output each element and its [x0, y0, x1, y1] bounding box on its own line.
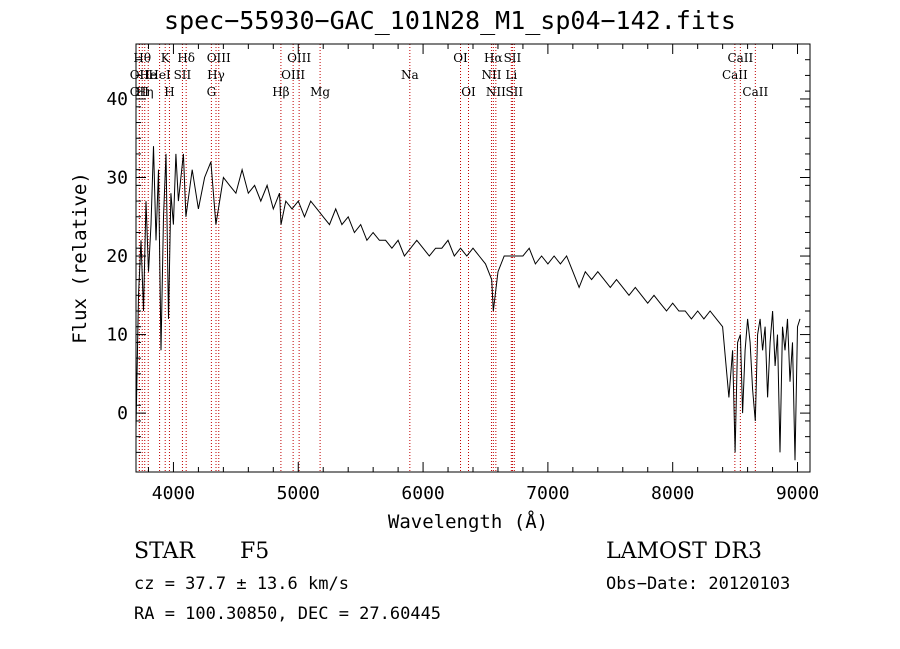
object-class: STAR [134, 539, 195, 564]
line-label: H [164, 85, 174, 99]
line-label: Hη [136, 85, 154, 99]
line-label: Mg [310, 85, 330, 99]
line-label: Li [505, 68, 517, 82]
line-label: G [207, 85, 217, 99]
spectral-line-markers [138, 44, 756, 472]
x-tick-label: 8000 [651, 483, 694, 504]
observation-date: Obs−Date: 20120103 [606, 574, 791, 594]
line-label: OII [130, 85, 150, 99]
y-tick-label: 20 [106, 246, 128, 267]
line-label: OI [453, 51, 468, 65]
coordinates: RA = 100.30850, DEC = 27.60445 [134, 604, 442, 624]
line-label: SII [174, 68, 192, 82]
line-label: OIII [281, 68, 305, 82]
line-label: Hδ [177, 51, 195, 65]
x-axis-label: Wavelength (Å) [388, 510, 548, 533]
line-label: CaII [742, 85, 768, 99]
y-axis-label: Flux (relative) [69, 172, 91, 344]
line-label: HeI [148, 68, 171, 82]
x-tick-label: 6000 [401, 483, 444, 504]
line-label: CaII [722, 68, 748, 82]
line-label: NII [486, 85, 506, 99]
line-label: He [139, 68, 157, 82]
flux-series-line [135, 146, 801, 461]
line-label: OI [461, 85, 476, 99]
line-label: NII [481, 68, 501, 82]
x-tick-label: 5000 [277, 483, 320, 504]
spectral-line-labels: HθOIIOIIHηHeHeIKHSIIHδGHγOIIIHβOIIIOIIIM… [130, 51, 769, 99]
y-tick-label: 40 [106, 89, 128, 110]
x-axis-ticks: 4000 5000 6000 7000 8000 9000 [147, 44, 819, 504]
line-label: OIII [207, 51, 231, 65]
line-label: SII [504, 51, 522, 65]
line-label: K [161, 51, 171, 65]
line-label: OIII [287, 51, 311, 65]
x-tick-label: 9000 [776, 483, 819, 504]
line-label: Hβ [272, 85, 289, 99]
line-label: Na [401, 68, 419, 82]
line-label: SII [505, 85, 523, 99]
line-label: Hα [484, 51, 503, 65]
survey-name: LAMOST DR3 [606, 539, 762, 564]
plot-frame [135, 43, 811, 473]
x-tick-label: 4000 [152, 483, 195, 504]
line-label: CaII [727, 51, 753, 65]
y-axis-ticks: 0 10 20 30 40 [106, 59, 810, 453]
object-subclass: F5 [240, 539, 270, 564]
x-tick-label: 7000 [526, 483, 569, 504]
line-label: Hθ [133, 51, 151, 65]
line-label: Hγ [207, 68, 225, 82]
y-tick-label: 10 [106, 325, 128, 346]
redshift-velocity: cz = 37.7 ± 13.6 km/s [134, 574, 349, 594]
chart-title: spec−55930−GAC_101N28_M1_sp04−142.fits [164, 6, 736, 35]
y-tick-label: 0 [117, 403, 128, 424]
y-tick-label: 30 [106, 168, 128, 189]
